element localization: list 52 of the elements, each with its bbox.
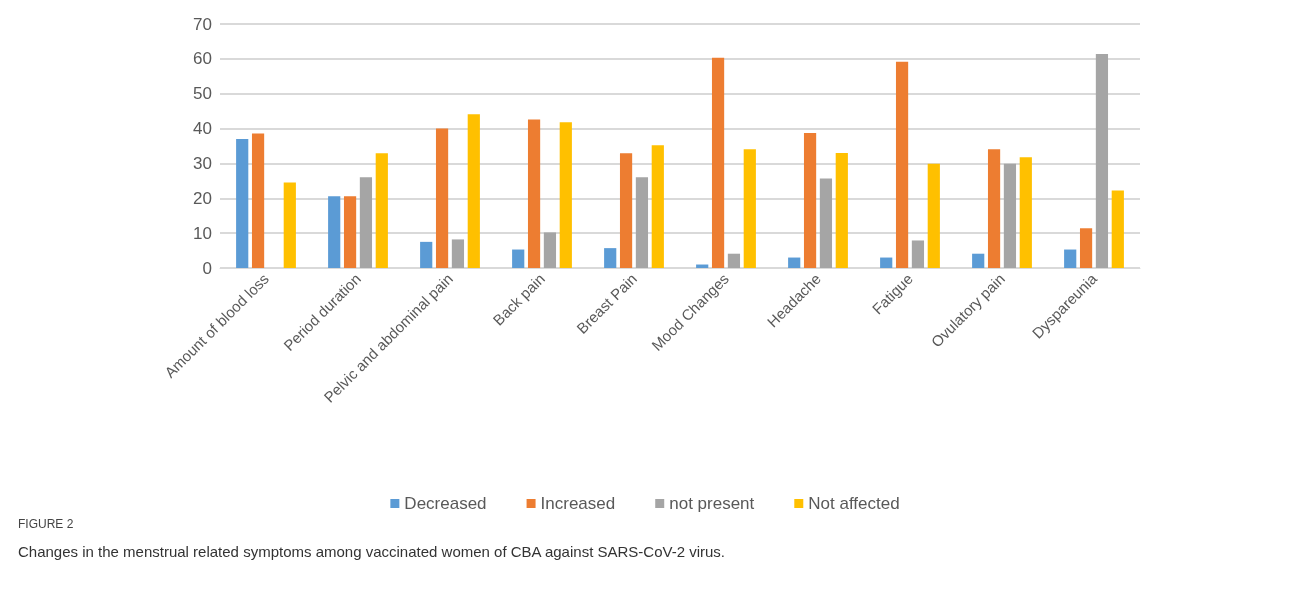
bar [1064,249,1077,268]
y-tick-label: 30 [193,153,212,173]
bar [328,196,341,268]
bar [819,178,833,268]
y-tick-label: 70 [193,14,212,34]
bar [451,239,465,268]
y-tick-label: 40 [193,119,212,139]
legend-label: Not affected [808,494,900,513]
bar [420,241,433,268]
bar [1095,53,1109,268]
bar [788,257,801,268]
bar [727,253,741,268]
bar [635,177,649,268]
bar [512,249,525,268]
bar [251,133,265,268]
bar [1003,163,1017,268]
bar [651,145,664,268]
bar [435,128,449,268]
bar [236,139,249,268]
bar [604,248,617,268]
bar [880,257,893,268]
legend-label: Increased [540,494,616,513]
y-tick-label: 50 [193,84,212,104]
bar [1019,157,1032,268]
bar [543,232,557,268]
bar [343,196,357,268]
bar [283,182,296,268]
text: Changes in the menstrual related symptoms among vaccinated women of CBA against SARS-CoV-2 virus. [18,543,726,560]
bar [987,149,1001,268]
y-tick-label: 10 [193,223,212,243]
bar [972,253,985,268]
bar [1079,228,1093,268]
y-tick-label: 60 [193,49,212,69]
bar [1111,190,1124,268]
bar [527,119,541,268]
caption: FIGURE 2 [18,517,74,531]
bar [711,57,725,268]
bar [375,153,388,268]
bar [559,122,572,268]
legend-label: not present [669,494,755,513]
bar [619,153,633,268]
y-tick-label: 0 [202,258,212,278]
bar [927,163,940,268]
bar [895,61,909,268]
bar [743,149,756,268]
bar [835,152,848,268]
y-tick-label: 20 [193,188,212,208]
legend-label: Decreased [404,494,487,513]
bar [359,177,373,268]
bar [803,133,817,268]
bar [467,114,480,268]
bar [911,240,925,268]
